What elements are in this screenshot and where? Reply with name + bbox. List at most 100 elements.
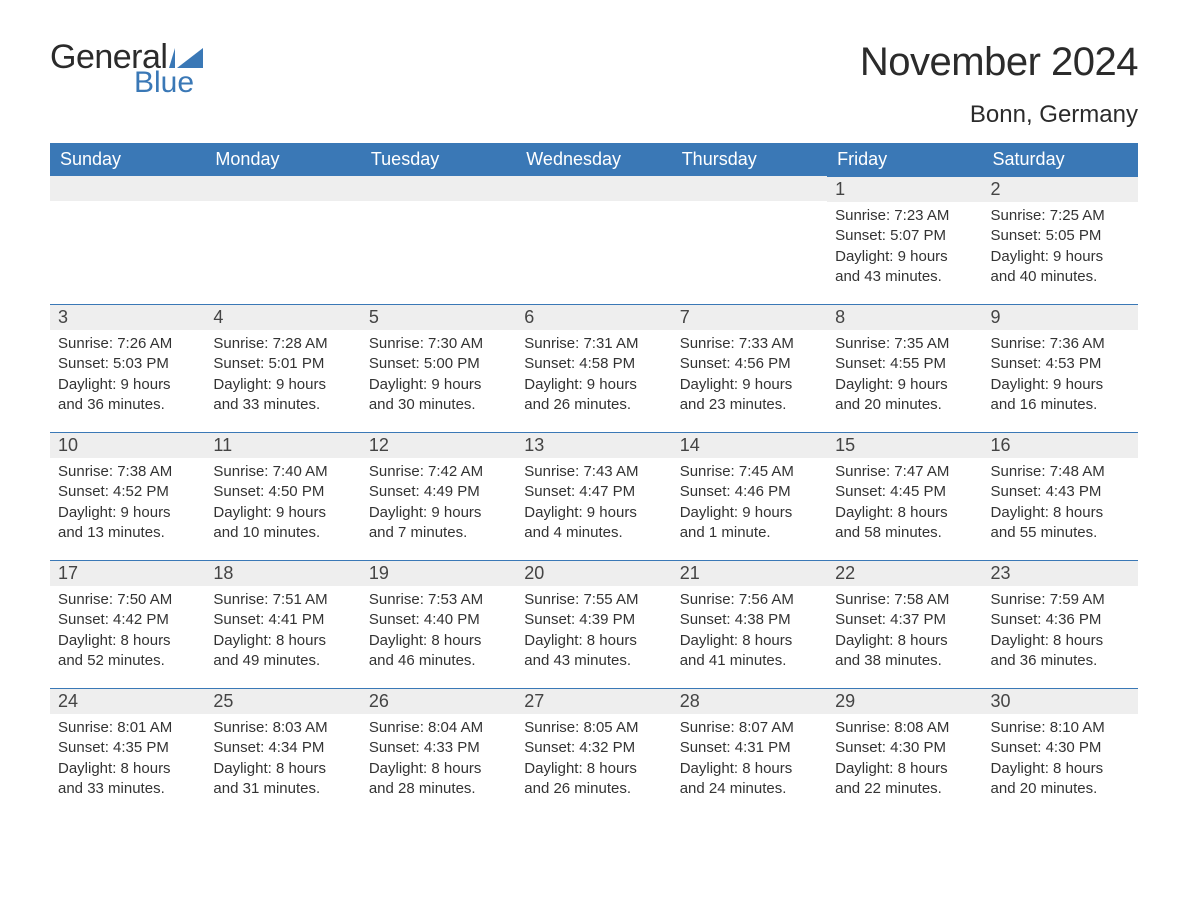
calendar-cell [50, 176, 205, 304]
calendar-cell [672, 176, 827, 304]
day-number: 24 [50, 688, 205, 714]
logo-flag-icon [169, 46, 203, 68]
calendar-cell: 24Sunrise: 8:01 AMSunset: 4:35 PMDayligh… [50, 688, 205, 816]
day-details: Sunrise: 7:40 AMSunset: 4:50 PMDaylight:… [205, 458, 360, 551]
day-details: Sunrise: 7:33 AMSunset: 4:56 PMDaylight:… [672, 330, 827, 423]
day-number: 2 [983, 176, 1138, 202]
calendar-cell: 5Sunrise: 7:30 AMSunset: 5:00 PMDaylight… [361, 304, 516, 432]
day-details: Sunrise: 7:59 AMSunset: 4:36 PMDaylight:… [983, 586, 1138, 679]
calendar-cell: 8Sunrise: 7:35 AMSunset: 4:55 PMDaylight… [827, 304, 982, 432]
calendar-cell: 27Sunrise: 8:05 AMSunset: 4:32 PMDayligh… [516, 688, 671, 816]
day-number: 3 [50, 304, 205, 330]
day-details: Sunrise: 7:56 AMSunset: 4:38 PMDaylight:… [672, 586, 827, 679]
calendar-cell: 13Sunrise: 7:43 AMSunset: 4:47 PMDayligh… [516, 432, 671, 560]
day-number: 11 [205, 432, 360, 458]
day-details: Sunrise: 7:45 AMSunset: 4:46 PMDaylight:… [672, 458, 827, 551]
calendar-cell: 11Sunrise: 7:40 AMSunset: 4:50 PMDayligh… [205, 432, 360, 560]
calendar-cell: 20Sunrise: 7:55 AMSunset: 4:39 PMDayligh… [516, 560, 671, 688]
header: General Blue November 2024 Bonn, Germany [50, 40, 1138, 129]
day-number: 12 [361, 432, 516, 458]
day-number: 20 [516, 560, 671, 586]
day-header: Monday [205, 143, 360, 176]
day-details: Sunrise: 7:26 AMSunset: 5:03 PMDaylight:… [50, 330, 205, 423]
location: Bonn, Germany [860, 101, 1138, 129]
calendar-cell: 18Sunrise: 7:51 AMSunset: 4:41 PMDayligh… [205, 560, 360, 688]
day-details: Sunrise: 7:31 AMSunset: 4:58 PMDaylight:… [516, 330, 671, 423]
day-number: 5 [361, 304, 516, 330]
day-header: Thursday [672, 143, 827, 176]
day-number: 28 [672, 688, 827, 714]
day-header: Friday [827, 143, 982, 176]
calendar-cell: 1Sunrise: 7:23 AMSunset: 5:07 PMDaylight… [827, 176, 982, 304]
day-details: Sunrise: 7:36 AMSunset: 4:53 PMDaylight:… [983, 330, 1138, 423]
day-number: 22 [827, 560, 982, 586]
day-details: Sunrise: 7:38 AMSunset: 4:52 PMDaylight:… [50, 458, 205, 551]
calendar-cell: 3Sunrise: 7:26 AMSunset: 5:03 PMDaylight… [50, 304, 205, 432]
day-details: Sunrise: 7:48 AMSunset: 4:43 PMDaylight:… [983, 458, 1138, 551]
day-number: 4 [205, 304, 360, 330]
day-number: 27 [516, 688, 671, 714]
title-block: November 2024 Bonn, Germany [860, 40, 1138, 129]
day-details: Sunrise: 8:04 AMSunset: 4:33 PMDaylight:… [361, 714, 516, 807]
calendar-cell: 6Sunrise: 7:31 AMSunset: 4:58 PMDaylight… [516, 304, 671, 432]
calendar-cell: 28Sunrise: 8:07 AMSunset: 4:31 PMDayligh… [672, 688, 827, 816]
calendar-cell: 19Sunrise: 7:53 AMSunset: 4:40 PMDayligh… [361, 560, 516, 688]
day-number: 18 [205, 560, 360, 586]
day-details: Sunrise: 8:01 AMSunset: 4:35 PMDaylight:… [50, 714, 205, 807]
day-number: 23 [983, 560, 1138, 586]
day-details: Sunrise: 8:03 AMSunset: 4:34 PMDaylight:… [205, 714, 360, 807]
calendar-cell: 30Sunrise: 8:10 AMSunset: 4:30 PMDayligh… [983, 688, 1138, 816]
calendar-cell [205, 176, 360, 304]
day-header: Tuesday [361, 143, 516, 176]
calendar-cell: 25Sunrise: 8:03 AMSunset: 4:34 PMDayligh… [205, 688, 360, 816]
day-details: Sunrise: 7:53 AMSunset: 4:40 PMDaylight:… [361, 586, 516, 679]
day-header: Sunday [50, 143, 205, 176]
day-number: 17 [50, 560, 205, 586]
calendar-cell: 23Sunrise: 7:59 AMSunset: 4:36 PMDayligh… [983, 560, 1138, 688]
day-details: Sunrise: 7:55 AMSunset: 4:39 PMDaylight:… [516, 586, 671, 679]
day-header: Wednesday [516, 143, 671, 176]
calendar-cell: 14Sunrise: 7:45 AMSunset: 4:46 PMDayligh… [672, 432, 827, 560]
calendar-cell: 12Sunrise: 7:42 AMSunset: 4:49 PMDayligh… [361, 432, 516, 560]
day-details: Sunrise: 7:58 AMSunset: 4:37 PMDaylight:… [827, 586, 982, 679]
calendar-cell: 15Sunrise: 7:47 AMSunset: 4:45 PMDayligh… [827, 432, 982, 560]
day-details: Sunrise: 8:07 AMSunset: 4:31 PMDaylight:… [672, 714, 827, 807]
day-number: 26 [361, 688, 516, 714]
calendar-head: SundayMondayTuesdayWednesdayThursdayFrid… [50, 143, 1138, 176]
day-number: 7 [672, 304, 827, 330]
day-details: Sunrise: 7:28 AMSunset: 5:01 PMDaylight:… [205, 330, 360, 423]
day-number-empty [50, 176, 205, 201]
logo-word2: Blue [134, 68, 203, 98]
day-number: 16 [983, 432, 1138, 458]
day-details: Sunrise: 7:51 AMSunset: 4:41 PMDaylight:… [205, 586, 360, 679]
calendar-cell: 22Sunrise: 7:58 AMSunset: 4:37 PMDayligh… [827, 560, 982, 688]
calendar-cell: 21Sunrise: 7:56 AMSunset: 4:38 PMDayligh… [672, 560, 827, 688]
day-number: 1 [827, 176, 982, 202]
day-number: 19 [361, 560, 516, 586]
day-details: Sunrise: 7:23 AMSunset: 5:07 PMDaylight:… [827, 202, 982, 295]
day-number: 8 [827, 304, 982, 330]
calendar-cell: 7Sunrise: 7:33 AMSunset: 4:56 PMDaylight… [672, 304, 827, 432]
logo: General Blue [50, 40, 203, 98]
calendar-cell [361, 176, 516, 304]
calendar-cell: 9Sunrise: 7:36 AMSunset: 4:53 PMDaylight… [983, 304, 1138, 432]
day-number: 10 [50, 432, 205, 458]
day-details: Sunrise: 7:50 AMSunset: 4:42 PMDaylight:… [50, 586, 205, 679]
calendar-cell: 10Sunrise: 7:38 AMSunset: 4:52 PMDayligh… [50, 432, 205, 560]
day-details: Sunrise: 7:47 AMSunset: 4:45 PMDaylight:… [827, 458, 982, 551]
calendar-cell: 29Sunrise: 8:08 AMSunset: 4:30 PMDayligh… [827, 688, 982, 816]
day-details: Sunrise: 7:30 AMSunset: 5:00 PMDaylight:… [361, 330, 516, 423]
calendar-cell: 2Sunrise: 7:25 AMSunset: 5:05 PMDaylight… [983, 176, 1138, 304]
day-details: Sunrise: 7:42 AMSunset: 4:49 PMDaylight:… [361, 458, 516, 551]
day-number-empty [516, 176, 671, 201]
day-number: 14 [672, 432, 827, 458]
calendar-cell: 26Sunrise: 8:04 AMSunset: 4:33 PMDayligh… [361, 688, 516, 816]
month-title: November 2024 [860, 40, 1138, 85]
day-header: Saturday [983, 143, 1138, 176]
day-details: Sunrise: 7:35 AMSunset: 4:55 PMDaylight:… [827, 330, 982, 423]
day-number-empty [205, 176, 360, 201]
day-details: Sunrise: 8:10 AMSunset: 4:30 PMDaylight:… [983, 714, 1138, 807]
day-number: 25 [205, 688, 360, 714]
day-number-empty [672, 176, 827, 201]
calendar-cell: 16Sunrise: 7:48 AMSunset: 4:43 PMDayligh… [983, 432, 1138, 560]
